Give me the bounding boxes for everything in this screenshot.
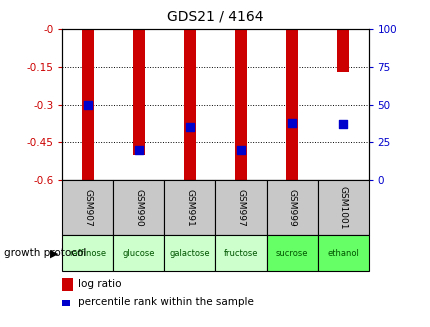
Text: ethanol: ethanol — [326, 249, 358, 258]
Bar — [62, 235, 113, 271]
Bar — [164, 180, 215, 235]
Bar — [183, 29, 196, 180]
Text: log ratio: log ratio — [77, 280, 121, 289]
Text: GSM999: GSM999 — [287, 189, 296, 227]
Text: growth protocol: growth protocol — [4, 249, 86, 258]
Bar — [215, 235, 266, 271]
Text: GSM997: GSM997 — [236, 189, 245, 227]
Text: percentile rank within the sample: percentile rank within the sample — [77, 298, 253, 307]
Point — [186, 125, 193, 130]
Bar — [113, 180, 164, 235]
Point — [237, 147, 244, 152]
Text: sucrose: sucrose — [275, 249, 307, 258]
Text: glucose: glucose — [123, 249, 155, 258]
Bar — [266, 235, 317, 271]
Point — [135, 147, 142, 152]
Text: galactose: galactose — [169, 249, 210, 258]
Bar — [215, 180, 266, 235]
Bar — [62, 180, 113, 235]
Text: GSM1001: GSM1001 — [338, 186, 347, 230]
Bar — [317, 235, 368, 271]
Point — [339, 122, 346, 127]
Bar — [234, 29, 247, 180]
Bar — [285, 29, 298, 180]
Bar — [336, 29, 349, 72]
Point — [84, 102, 91, 107]
Text: fructose: fructose — [223, 249, 258, 258]
Text: GSM990: GSM990 — [134, 189, 143, 227]
Bar — [164, 235, 215, 271]
Bar — [317, 180, 368, 235]
Bar — [81, 29, 94, 180]
Text: ▶: ▶ — [49, 249, 58, 258]
Bar — [113, 235, 164, 271]
Text: raffinose: raffinose — [69, 249, 106, 258]
Text: GSM907: GSM907 — [83, 189, 92, 227]
Text: GSM991: GSM991 — [185, 189, 194, 227]
Bar — [132, 29, 145, 155]
Bar — [266, 180, 317, 235]
Text: GDS21 / 4164: GDS21 / 4164 — [167, 10, 263, 24]
Point — [288, 120, 295, 125]
